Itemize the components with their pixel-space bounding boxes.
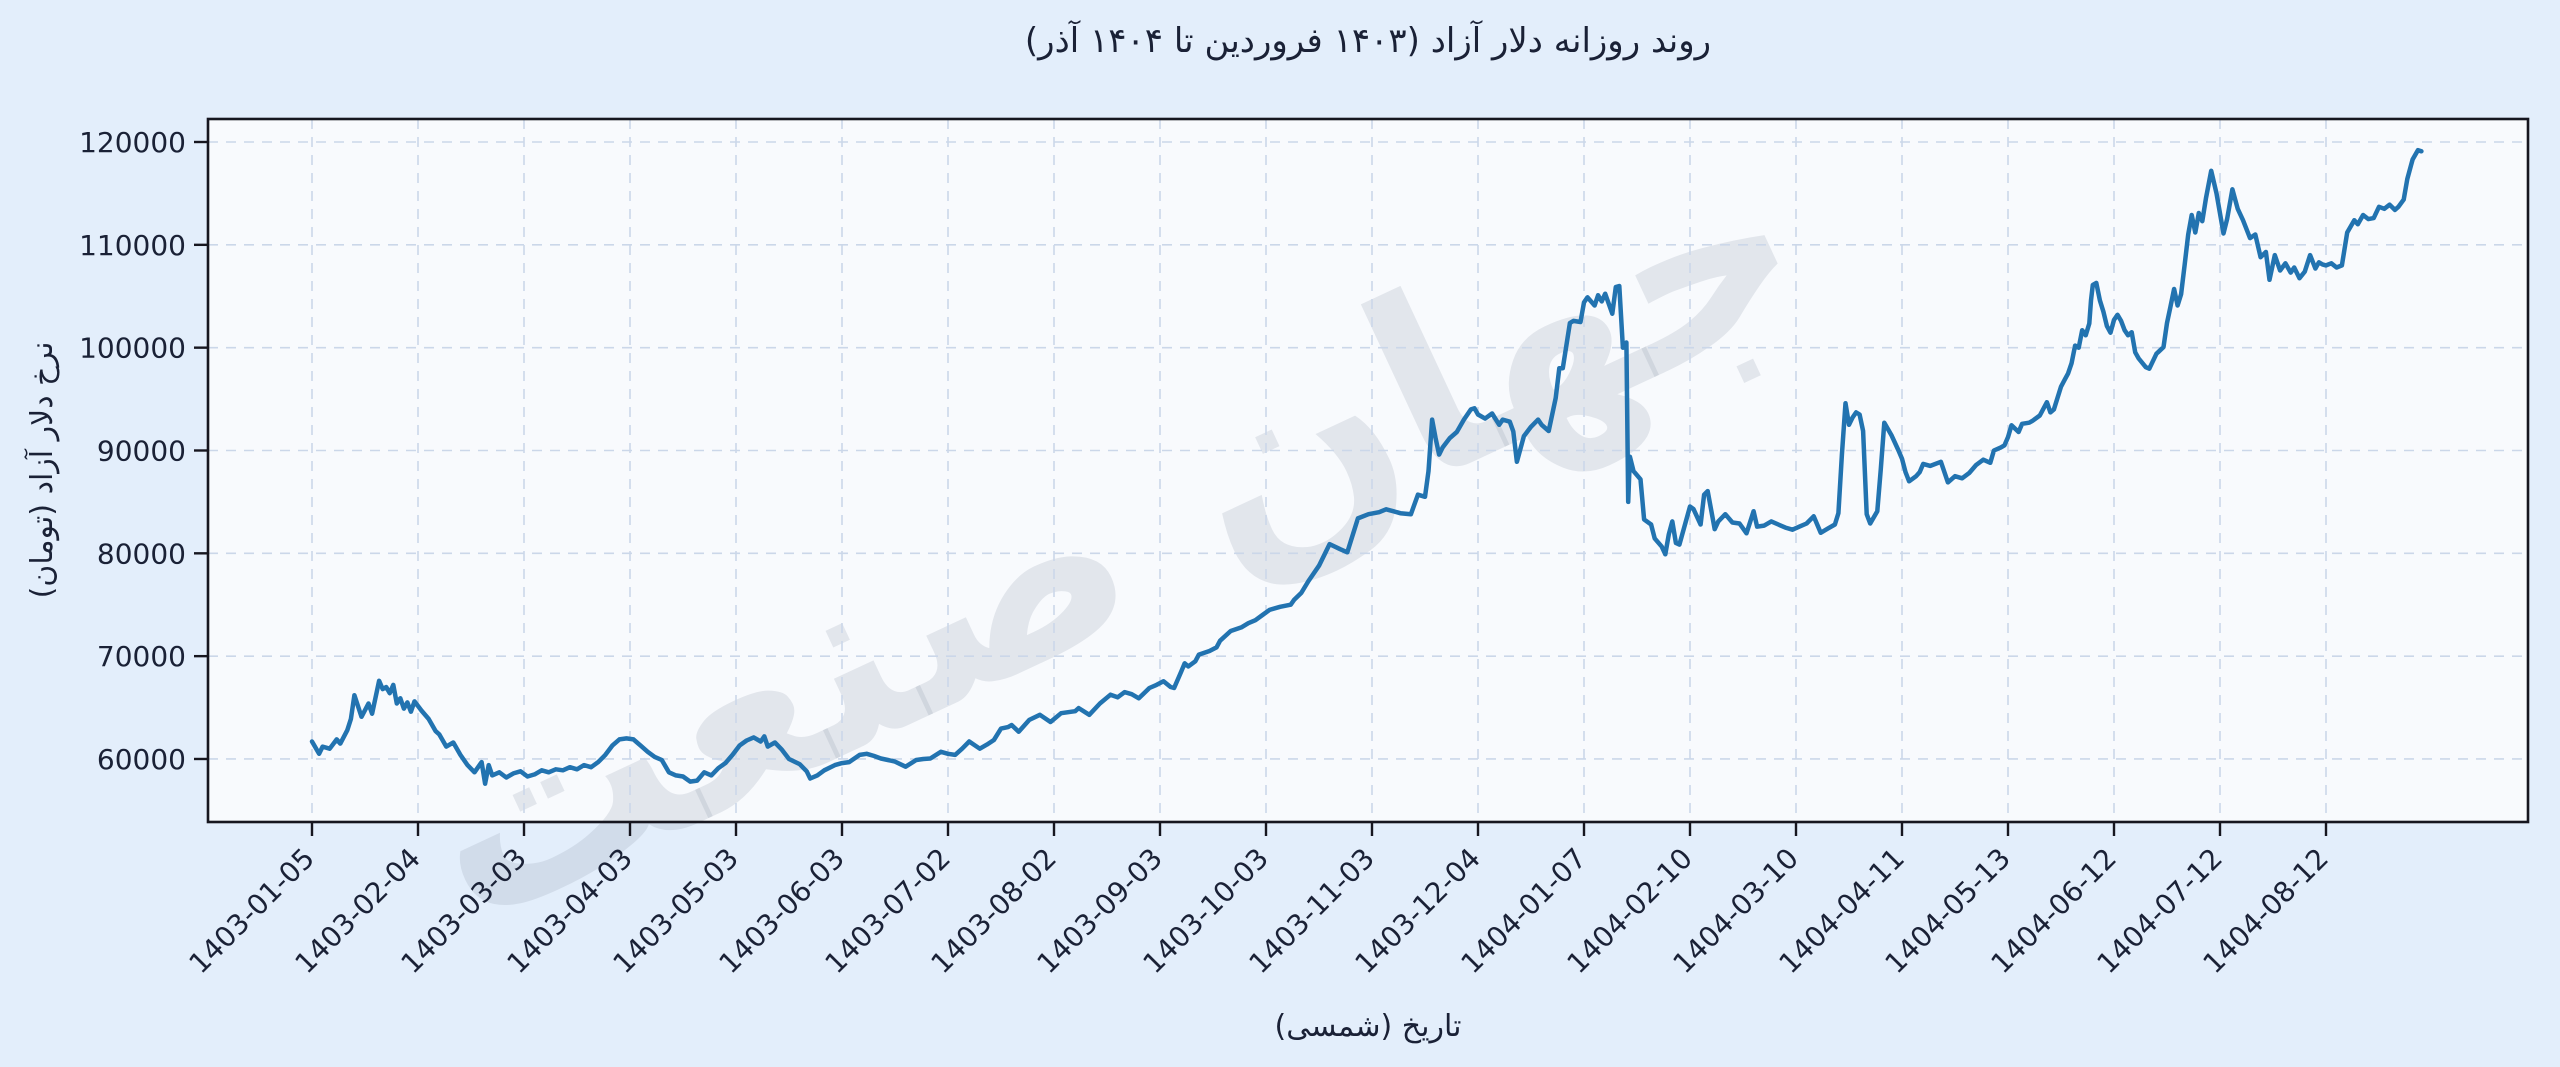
y-tick-label: 120000 <box>79 126 186 159</box>
y-axis-label: نرخ دلار آزاد (تومان) <box>24 342 60 599</box>
chart-title: روند روزانه دلار آزاد (۱۴۰۳ فروردین تا ۱… <box>1025 20 1711 61</box>
x-axis-label: تاریخ (شمسی) <box>1275 1009 1462 1044</box>
price-line <box>309 147 2424 786</box>
series-layer <box>309 147 2424 786</box>
grid-layer <box>208 119 2528 822</box>
y-tick-label: 110000 <box>79 229 186 262</box>
y-tick-label: 70000 <box>97 640 186 673</box>
plot-area <box>208 119 2528 822</box>
y-tick-label: 90000 <box>97 434 186 467</box>
plot-spines <box>206 117 2530 824</box>
y-tick-label: 60000 <box>97 743 186 776</box>
y-tick-label: 100000 <box>79 332 186 365</box>
y-tick-label: 80000 <box>97 537 186 570</box>
